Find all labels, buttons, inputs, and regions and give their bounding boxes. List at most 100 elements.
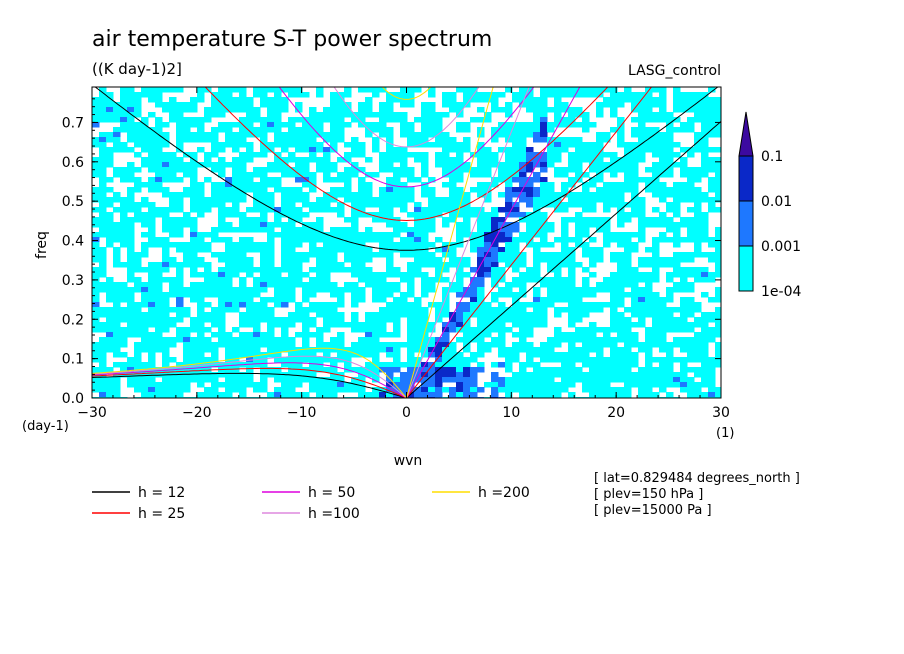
contour-cell (190, 232, 198, 238)
contour-cell (99, 97, 107, 103)
contour-cell (92, 122, 100, 128)
contour-cell (575, 357, 583, 363)
contour-cell (526, 267, 534, 273)
contour-cell (155, 282, 163, 288)
contour-cell (344, 357, 352, 363)
contour-cell (687, 152, 695, 158)
contour-cell (288, 257, 296, 263)
contour-cell (295, 92, 303, 98)
contour-cell (442, 332, 450, 338)
contour-cell (365, 312, 373, 318)
contour-cell (526, 232, 534, 238)
contour-cell (246, 342, 254, 348)
contour-cell (302, 232, 310, 238)
contour-cell (442, 252, 450, 258)
contour-cell (428, 202, 436, 208)
contour-cell (575, 297, 583, 303)
contour-cell (232, 212, 240, 218)
contour-cell (456, 152, 464, 158)
contour-cell (141, 287, 149, 293)
chart-title: air temperature S-T power spectrum (92, 27, 492, 52)
contour-cell (540, 122, 548, 128)
contour-cell (260, 127, 268, 133)
contour-cell (281, 167, 289, 173)
contour-cell (638, 122, 646, 128)
contour-cell (365, 372, 373, 378)
contour-cell (309, 222, 317, 228)
contour-cell (365, 132, 373, 138)
contour-cell (715, 147, 721, 153)
contour-cell (197, 342, 205, 348)
contour-cell (645, 147, 653, 153)
contour-cell (372, 322, 380, 328)
contour-cell (547, 262, 555, 268)
contour-cell (694, 322, 702, 328)
contour-cell (561, 282, 569, 288)
contour-cell (673, 377, 681, 383)
contour-cell (204, 232, 212, 238)
contour-cell (505, 352, 513, 358)
contour-cell (701, 342, 709, 348)
contour-cell (330, 237, 338, 243)
contour-cell (295, 172, 303, 178)
contour-cell (330, 227, 338, 233)
contour-cell (344, 347, 352, 353)
contour-cell (624, 377, 632, 383)
contour-cell (204, 317, 212, 323)
contour-cell (512, 92, 520, 98)
contour-cell (463, 92, 471, 98)
contour-cell (624, 232, 632, 238)
contour-cell (414, 347, 422, 353)
contour-cell (575, 317, 583, 323)
contour-cell (428, 337, 436, 343)
contour-cell (470, 337, 478, 343)
contour-cell (631, 92, 639, 98)
contour-cell (141, 392, 149, 398)
contour-cell (617, 277, 625, 283)
contour-cell (92, 287, 100, 293)
contour-cell (638, 312, 646, 318)
contour-cell (260, 307, 268, 313)
contour-cell (351, 152, 359, 158)
contour-cell (680, 122, 688, 128)
contour-cell (295, 132, 303, 138)
contour-cell (428, 327, 436, 333)
contour-cell (281, 222, 289, 228)
contour-cell (190, 367, 198, 373)
contour-cell (442, 292, 450, 298)
contour-cell (225, 377, 233, 383)
contour-cell (414, 312, 422, 318)
contour-cell (694, 342, 702, 348)
contour-cell (477, 107, 485, 113)
contour-cell (295, 237, 303, 243)
contour-cell (456, 212, 464, 218)
contour-cell (218, 207, 226, 213)
contour-cell (694, 227, 702, 233)
contour-cell (295, 162, 303, 168)
contour-cell (687, 392, 695, 398)
contour-cell (519, 172, 527, 178)
contour-cell (484, 307, 492, 313)
contour-cell (239, 222, 247, 228)
colorbar-segment (738, 155, 754, 202)
contour-cell (232, 387, 240, 393)
contour-cell (533, 102, 541, 108)
contour-cell (260, 342, 268, 348)
contour-cell (568, 137, 576, 143)
contour-cell (540, 217, 548, 223)
contour-cell (141, 362, 149, 368)
contour-cell (267, 97, 275, 103)
contour-cell (582, 207, 590, 213)
contour-cell (421, 272, 429, 278)
contour-cell (148, 87, 156, 93)
contour-cell (379, 247, 387, 253)
contour-cell (127, 257, 135, 263)
contour-cell (330, 372, 338, 378)
contour-cell (162, 107, 170, 113)
contour-cell (127, 292, 135, 298)
contour-cell (372, 352, 380, 358)
contour-cell (134, 372, 142, 378)
contour-cell (351, 317, 359, 323)
contour-cell (148, 382, 156, 388)
contour-cell (330, 252, 338, 258)
